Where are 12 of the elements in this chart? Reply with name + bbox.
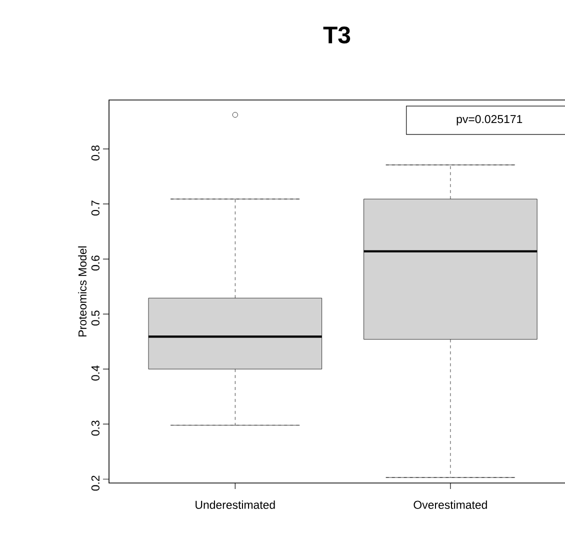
y-tick-label: 0.8 [91, 145, 100, 160]
chart-title: T3 [323, 26, 350, 44]
y-tick-label: 0.4 [91, 365, 100, 381]
y-tick-label: 0.6 [91, 256, 100, 271]
y-tick-label: 0.2 [91, 476, 100, 491]
y-axis-title: Proteomics Model [78, 246, 87, 336]
x-tick-label: Overestimated [414, 500, 487, 509]
y-tick-label: 0.7 [91, 200, 100, 216]
y-tick-label: 0.5 [91, 310, 100, 326]
y-tick-label: 0.3 [91, 420, 100, 436]
annotation: pv=0.025171 [456, 115, 522, 126]
x-tick-label: Underestimated [196, 500, 275, 509]
